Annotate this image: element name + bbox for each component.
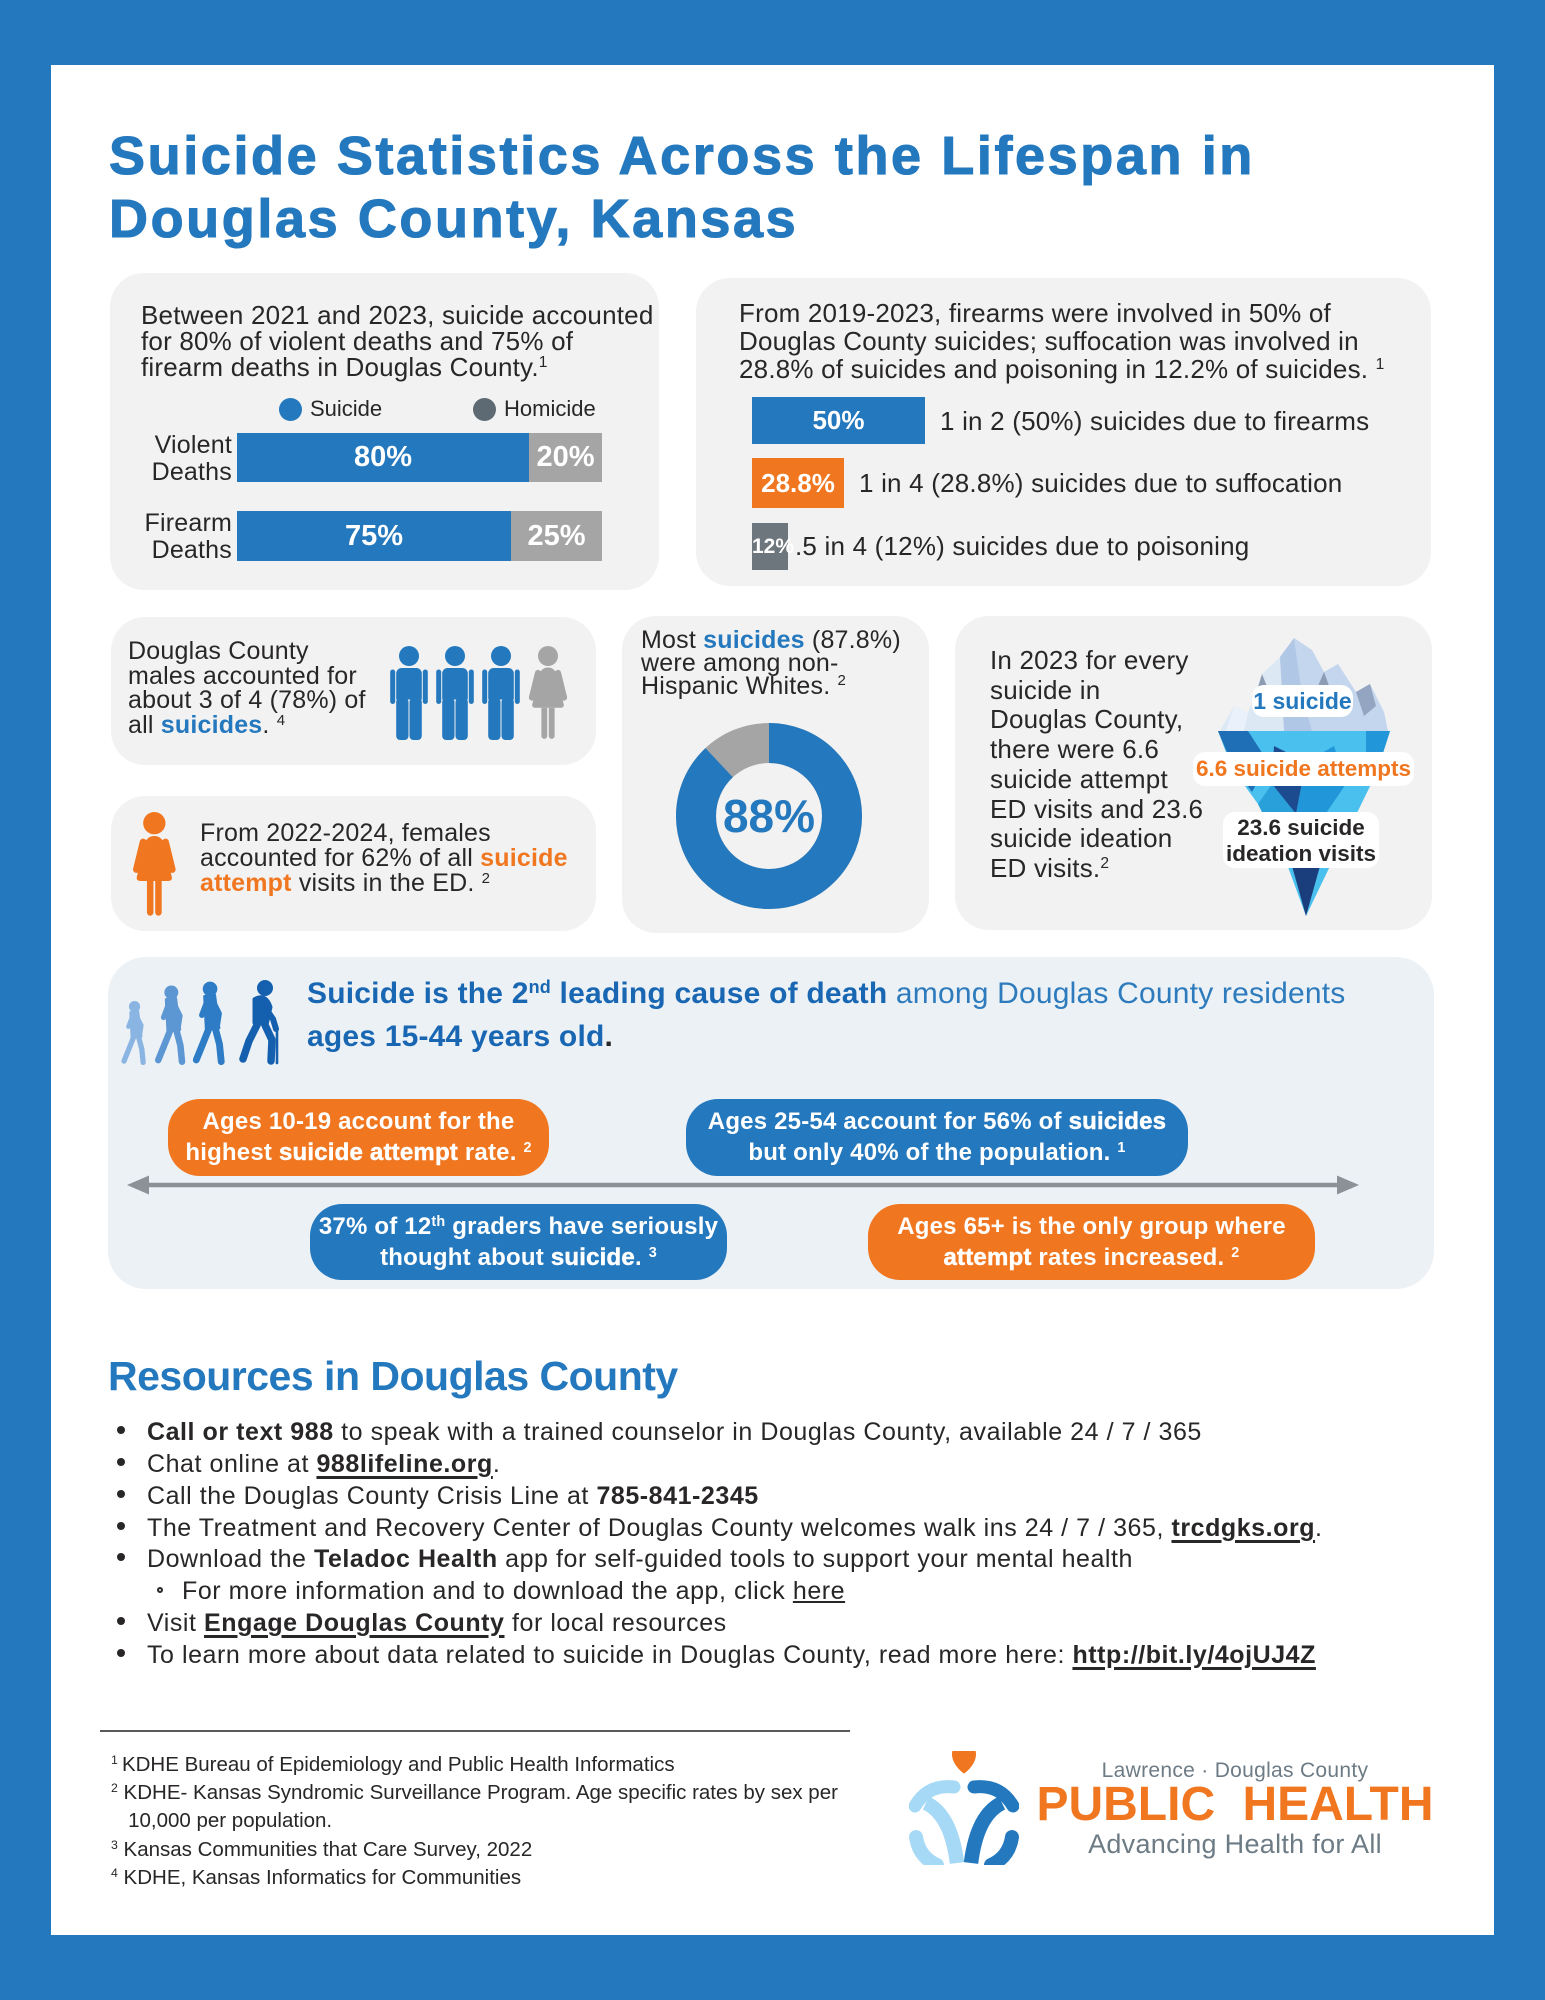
svg-text:88%: 88% [723, 790, 815, 842]
